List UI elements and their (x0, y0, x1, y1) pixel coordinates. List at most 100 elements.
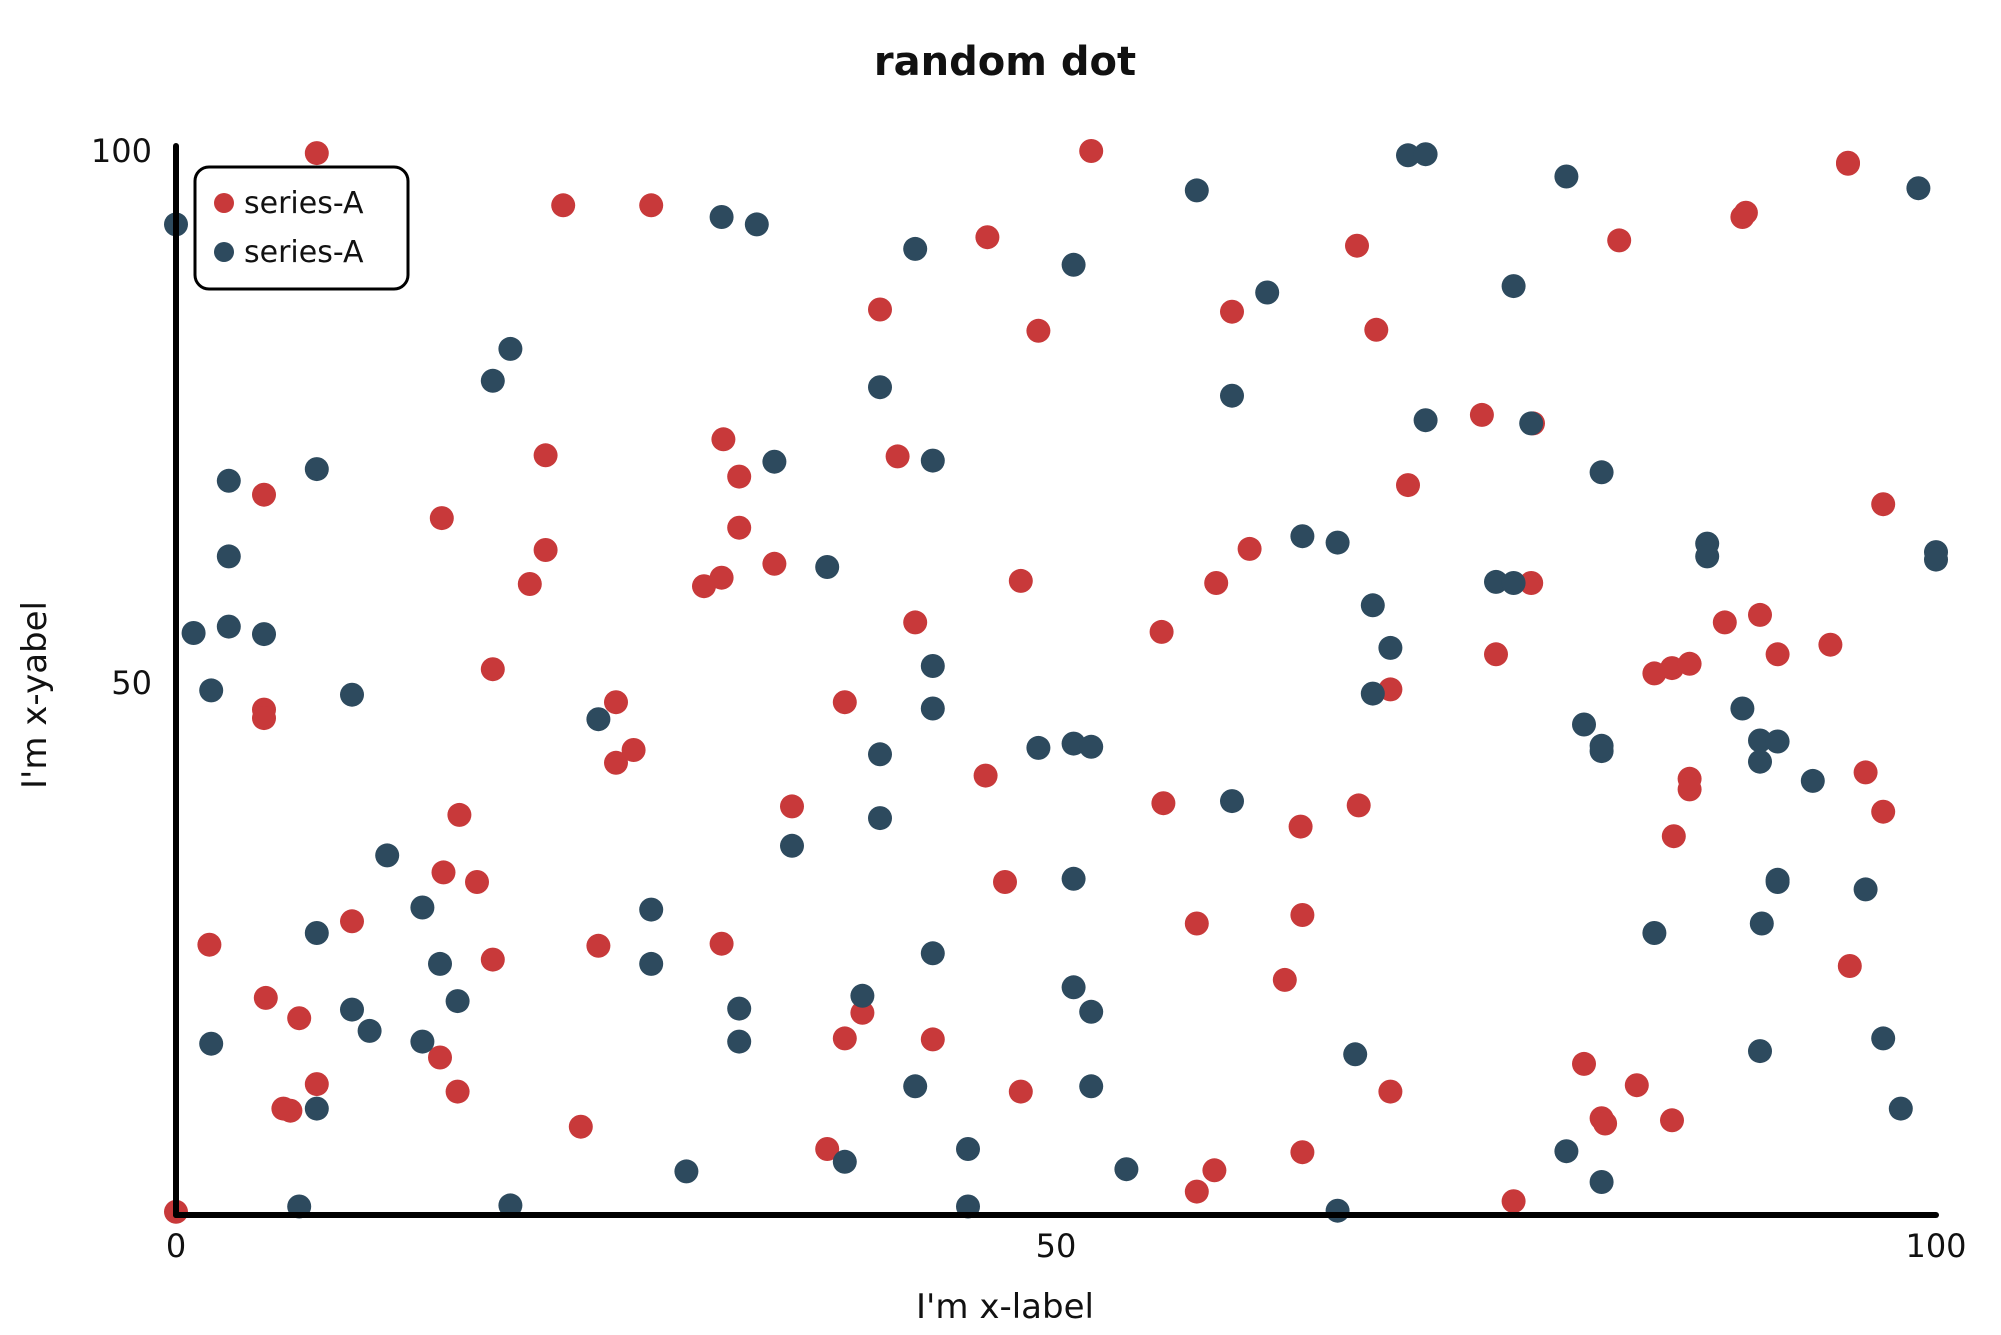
point-s1-80 (1624, 1073, 1649, 1098)
point-s1-22 (533, 538, 558, 562)
point-s1-91 (1748, 602, 1772, 627)
point-s2-87 (1748, 1039, 1772, 1064)
point-s2-73 (1519, 411, 1544, 436)
point-s2-16 (410, 1029, 435, 1054)
point-s1-17 (465, 870, 489, 894)
point-s2-68 (1413, 142, 1438, 167)
point-s2-61 (1325, 530, 1350, 555)
y-tick-label-0: 50 (111, 664, 152, 702)
axes (173, 143, 1939, 1218)
point-s2-25 (639, 951, 664, 976)
point-s2-52 (1079, 734, 1104, 759)
legend-box (193, 165, 410, 291)
point-s1-92 (1765, 642, 1790, 667)
point-s2-37 (868, 742, 892, 767)
point-s2-77 (1589, 460, 1614, 485)
point-s1-41 (850, 1000, 875, 1025)
point-s2-38 (868, 806, 892, 831)
point-s1-12 (428, 1045, 452, 1070)
point-s1-29 (639, 193, 664, 218)
x-tick-label-2: 100 (1905, 1227, 1966, 1265)
point-s2-18 (428, 951, 452, 976)
point-s1-90 (1733, 200, 1758, 225)
point-s1-18 (480, 947, 505, 972)
point-s2-13 (340, 997, 364, 1022)
series-1-points (164, 139, 1896, 1224)
point-s1-96 (1853, 760, 1878, 785)
point-s1-70 (1396, 473, 1420, 498)
x-tick-label-1: 50 (1036, 1227, 1077, 1265)
point-s2-48 (1061, 252, 1086, 277)
point-s1-1 (197, 932, 222, 957)
legend-label-2: series-A (244, 235, 364, 270)
point-s2-89 (1765, 729, 1790, 754)
point-s2-36 (868, 375, 892, 400)
point-s2-55 (1114, 1157, 1139, 1182)
point-s2-47 (1026, 735, 1051, 760)
point-s1-7 (278, 1098, 303, 1123)
point-s1-50 (1008, 568, 1033, 593)
point-s2-27 (709, 205, 734, 229)
point-s2-62 (1325, 1198, 1350, 1223)
point-s2-96 (1906, 176, 1931, 201)
point-s1-25 (586, 933, 611, 958)
point-s1-43 (885, 444, 910, 469)
point-s1-82 (1660, 1108, 1684, 1133)
point-s2-41 (920, 448, 945, 473)
point-s2-35 (850, 983, 875, 1008)
point-s2-56 (1184, 178, 1209, 203)
point-s1-67 (1364, 317, 1389, 342)
point-s1-93 (1818, 632, 1843, 657)
point-s1-16 (447, 802, 472, 827)
point-s1-36 (762, 551, 787, 576)
y-axis-label: I'm x-yabel (15, 601, 55, 789)
point-s2-81 (1642, 921, 1667, 945)
legend-marker-2 (214, 242, 234, 262)
point-s2-39 (903, 236, 928, 261)
point-s1-23 (551, 193, 576, 218)
point-s2-70 (1484, 569, 1508, 594)
point-s2-17 (410, 895, 435, 920)
point-s2-33 (815, 555, 840, 579)
point-s1-10 (304, 141, 329, 166)
point-s2-72 (1501, 274, 1526, 299)
point-s2-63 (1343, 1042, 1368, 1067)
x-tick-label-0: 0 (166, 1227, 186, 1265)
point-s2-3 (199, 1031, 224, 1056)
point-s1-88 (1712, 610, 1737, 635)
point-s1-62 (1288, 814, 1313, 839)
point-s1-38 (815, 1137, 840, 1161)
point-s1-69 (1378, 1079, 1403, 1104)
point-s2-34 (832, 1149, 857, 1174)
point-s1-95 (1836, 151, 1860, 176)
point-s1-32 (709, 565, 734, 590)
point-s1-28 (621, 738, 646, 762)
point-s2-64 (1360, 593, 1385, 618)
point-s2-83 (1695, 544, 1720, 569)
point-s2-21 (498, 336, 523, 361)
point-s1-13 (429, 506, 454, 531)
point-s2-7 (252, 622, 276, 647)
point-s2-2 (199, 678, 224, 703)
legend-marker-1 (214, 193, 234, 213)
point-s1-21 (533, 443, 558, 468)
point-s2-9 (304, 457, 329, 482)
point-s1-55 (1184, 911, 1209, 936)
point-s1-31 (709, 931, 734, 956)
point-s2-88 (1749, 911, 1774, 936)
point-s1-73 (1501, 1189, 1526, 1214)
point-s1-48 (993, 870, 1017, 894)
point-s1-54 (1151, 791, 1176, 816)
point-s2-75 (1554, 1139, 1579, 1164)
point-s1-84 (1661, 824, 1686, 849)
point-s1-46 (973, 763, 998, 788)
plot-area (164, 139, 1948, 1224)
tick-labels: 0 50 100 50 100 (91, 132, 1967, 1265)
point-s2-94 (1871, 1026, 1896, 1051)
point-s1-65 (1346, 793, 1371, 818)
point-s2-11 (304, 1096, 329, 1121)
point-s2-57 (1220, 383, 1244, 408)
point-s2-71 (1501, 571, 1526, 595)
point-s1-71 (1469, 402, 1494, 427)
point-s2-26 (674, 1159, 699, 1184)
